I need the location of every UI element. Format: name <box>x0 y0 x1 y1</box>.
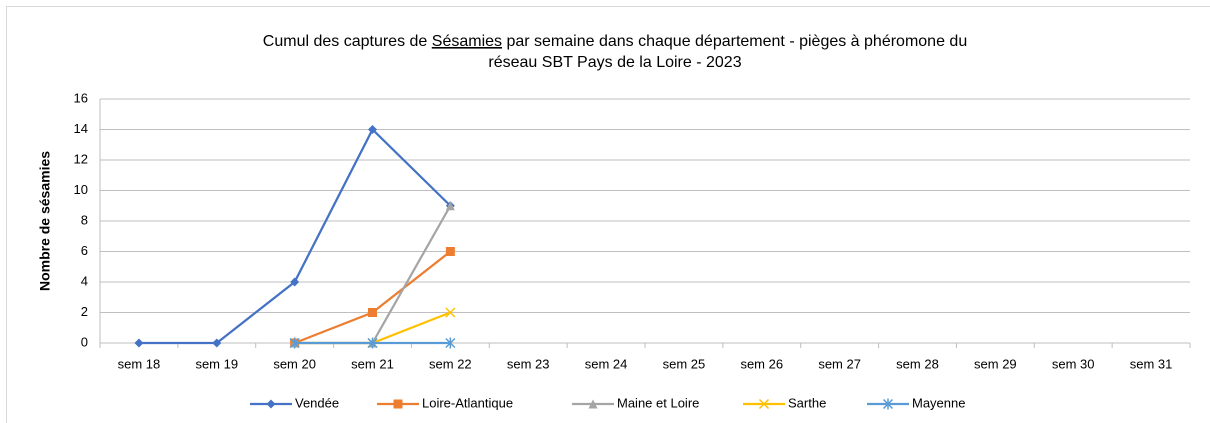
marker <box>445 337 456 349</box>
y-tick-label: 4 <box>81 273 88 288</box>
marker <box>368 308 377 317</box>
x-tick-label: sem 21 <box>351 356 394 371</box>
marker <box>758 398 770 410</box>
series-line <box>294 250 452 345</box>
y-tick-label: 0 <box>81 334 88 349</box>
legend-label: Maine et Loire <box>617 395 699 410</box>
legend-label: Vendée <box>295 395 339 410</box>
x-tick-label: sem 29 <box>974 356 1017 371</box>
marker <box>290 277 300 287</box>
y-tick-label: 6 <box>81 243 88 258</box>
x-tick-label: sem 22 <box>429 356 472 371</box>
marker <box>882 398 894 410</box>
marker <box>367 337 378 349</box>
legend-label: Mayenne <box>912 395 965 410</box>
marker <box>134 338 144 348</box>
y-tick-label: 8 <box>81 212 88 227</box>
x-tick-label: sem 23 <box>507 356 550 371</box>
marker <box>445 201 455 211</box>
marker <box>445 307 456 318</box>
legend-label: Sarthe <box>788 395 826 410</box>
chart-frame <box>6 6 1210 423</box>
title-part: Cumul des captures de <box>263 33 432 50</box>
x-tick-label: sem 27 <box>818 356 861 371</box>
y-tick-label: 16 <box>74 90 88 105</box>
x-tick-label: sem 18 <box>118 356 161 371</box>
chart-title: Cumul des captures de Sésamies par semai… <box>263 33 967 50</box>
x-tick-label: sem 26 <box>740 356 783 371</box>
x-tick-label: sem 24 <box>585 356 628 371</box>
title-part: par semaine dans chaque département - pi… <box>502 33 967 50</box>
y-tick-label: 14 <box>74 121 88 136</box>
x-tick-label: sem 25 <box>663 356 706 371</box>
x-tick-label: sem 20 <box>273 356 316 371</box>
marker <box>368 125 377 134</box>
y-tick-label: 12 <box>74 151 88 166</box>
x-tick-label: sem 30 <box>1052 356 1095 371</box>
y-tick-label: 2 <box>81 304 88 319</box>
x-tick-label: sem 31 <box>1130 356 1173 371</box>
chart-title: réseau SBT Pays de la Loire - 2023 <box>488 54 741 71</box>
y-axis-label: Nombre de sésamies <box>37 151 53 291</box>
marker <box>212 338 222 348</box>
series-line <box>138 127 452 345</box>
marker <box>393 399 403 409</box>
y-tick-label: 10 <box>74 182 88 197</box>
x-tick-label: sem 19 <box>195 356 238 371</box>
marker <box>289 337 300 349</box>
marker <box>266 399 276 409</box>
legend-label: Loire-Atlantique <box>422 395 513 410</box>
title-part: Sésamies <box>432 33 502 50</box>
marker <box>588 399 598 409</box>
x-tick-label: sem 28 <box>896 356 939 371</box>
marker <box>445 247 455 256</box>
